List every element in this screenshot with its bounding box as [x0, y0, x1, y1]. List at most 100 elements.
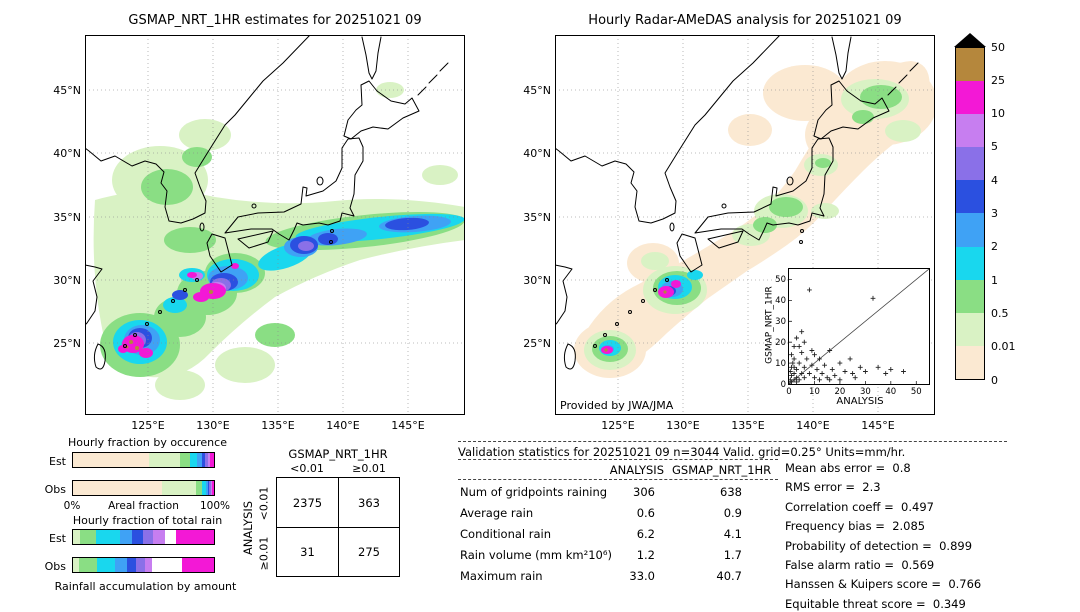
- inset-scatter: GSMAP_NRT_1HR ANALYSIS 0 10 20 30 40 50 0 10 20 3…: [765, 268, 930, 407]
- colorbar-tick-0: 50: [991, 40, 1005, 54]
- score-line-3: Frequency bias = 2.085: [785, 519, 926, 534]
- totalrain-bar-obs: [72, 557, 215, 573]
- occurrence-bar-est-seg-3: [190, 453, 198, 467]
- right-map-lat-tick-2: 35°N: [523, 211, 551, 224]
- contingency-col-label-0: <0.01: [290, 462, 324, 475]
- totalrain-bar-est-seg-8: [175, 530, 214, 544]
- totalrain-bar-obs-seg-8: [181, 558, 214, 572]
- colorbar-tick-1: 25: [991, 73, 1005, 87]
- stats-row-analysis-value: 33.0: [629, 569, 655, 583]
- precip-heavy-specks: [604, 290, 667, 352]
- cont-cell-01: 363: [338, 478, 399, 527]
- stats-row-gsmap-value: 638: [720, 485, 742, 499]
- totalrain-bar-obs-seg-2: [96, 558, 116, 572]
- areal-axis-label: Areal fraction: [108, 500, 179, 512]
- stats-row-1: Average rain 0.6 0.9: [458, 506, 778, 527]
- stats-title: Validation statistics for 20251021 09 n=…: [458, 445, 906, 459]
- occurrence-bar-obs-seg-8: [211, 481, 214, 495]
- inset-ytick-20: 20: [775, 337, 786, 348]
- occurrence-title: Hourly fraction by occurence: [68, 436, 227, 449]
- totalrain-caption: Rainfall accumulation by amount: [54, 580, 237, 593]
- colorbar-tick-5: 3: [991, 207, 998, 220]
- score-line-5: False alarm ratio = 0.569: [785, 557, 935, 572]
- colorbar-tick-8: 0.5: [991, 306, 1009, 320]
- totalrain-bar-obs-seg-5: [136, 558, 145, 572]
- stats-header-analysis: ANALYSIS: [609, 463, 664, 477]
- inset-x-axis-title: ANALYSIS: [836, 396, 884, 407]
- colorbar-band-2: [956, 114, 984, 148]
- totalrain-bar-obs-seg-1: [78, 558, 97, 572]
- occurrence-bar-est-seg-5: [201, 453, 206, 467]
- occurrence-bar-est-seg-4: [197, 453, 202, 467]
- left-map-lon-tick-4: 145°E: [391, 419, 425, 432]
- right-map-lon-tick-3: 140°E: [796, 419, 830, 432]
- left-map-lat-tick-1: 40°N: [53, 147, 81, 160]
- totalrain-bar-obs-seg-0: [73, 558, 79, 572]
- totalrain-bar-obs-seg-7: [151, 558, 182, 572]
- occurrence-bar-est-seg-8: [210, 453, 214, 467]
- occurrence-bar-obs-seg-7: [210, 481, 212, 495]
- stats-row-gsmap-value: 4.1: [723, 527, 742, 541]
- score-line-4: Probability of detection = 0.899: [785, 538, 973, 553]
- stats-row-label: Average rain: [460, 506, 534, 520]
- score-line-1: RMS error = 2.3: [785, 480, 881, 495]
- colorbar-band-0: [956, 48, 984, 82]
- colorbar-band-6: [956, 246, 984, 280]
- right-map-lon-tick-2: 135°E: [731, 419, 765, 432]
- colorbar-tick-9: 0.01: [991, 340, 1016, 354]
- stats-row-2: Conditional rain 6.2 4.1: [458, 527, 778, 548]
- stats-row-0: Num of gridpoints raining 306 638: [458, 485, 778, 506]
- score-line-7: Equitable threat score = 0.349: [785, 596, 966, 611]
- occurrence-bar-obs-seg-5: [207, 481, 210, 495]
- right-map-title: Hourly Radar-AMeDAS analysis for 2025102…: [588, 13, 902, 28]
- stats-row-gsmap-value: 1.7: [723, 548, 742, 562]
- totalrain-bar-est: [72, 529, 215, 545]
- occurrence-bar-est: [72, 452, 215, 468]
- totalrain-bar-est-seg-6: [153, 530, 165, 544]
- left-map-lon-tick-0: 125°E: [131, 419, 165, 432]
- occurrence-est-label: Est: [49, 455, 66, 468]
- colorbar-overflow-triangle: [954, 33, 986, 47]
- totalrain-bar-est-seg-1: [80, 530, 96, 544]
- totalrain-obs-label: Obs: [44, 560, 66, 573]
- inset-xtick-50: 50: [910, 387, 922, 397]
- cont-cell-10: 31: [277, 527, 338, 576]
- colorbar-tick-6: 2: [991, 240, 998, 254]
- inset-plot: [789, 269, 929, 384]
- occurrence-bar-obs-seg-2: [195, 481, 202, 495]
- totalrain-bar-obs-seg-4: [126, 558, 137, 572]
- stats-scores: Mean abs error = 0.8 RMS error = 2.3 Corre…: [785, 461, 1025, 612]
- stats-row-analysis-value: 0.6: [636, 506, 655, 520]
- occurrence-bar-obs-seg-4: [205, 481, 208, 495]
- right-map-lat-tick-4: 25°N: [523, 337, 551, 350]
- inset-xtick-40: 40: [885, 387, 897, 397]
- areal-axis-max: 100%: [199, 500, 231, 512]
- right-map-lat-tick-3: 30°N: [523, 274, 551, 287]
- totalrain-bar-est-seg-7: [164, 530, 176, 544]
- stats-row-analysis-value: 6.2: [636, 527, 655, 541]
- stats-header-gsmap: GSMAP_NRT_1HR: [672, 463, 772, 477]
- inset-ticks: [789, 279, 917, 384]
- contingency-table: 2375 363 31 275: [276, 477, 400, 577]
- score-line-6: Hanssen & Kuipers score = 0.766: [785, 577, 982, 592]
- totalrain-bar-obs-seg-3: [115, 558, 127, 572]
- stats-row-analysis-value: 306: [633, 485, 655, 499]
- contingency-row-label-0: <0.01: [257, 486, 271, 521]
- occurrence-bar-est-seg-7: [208, 453, 211, 467]
- occurrence-bar-est-seg-2: [180, 453, 190, 467]
- stats-divider-mid: [458, 459, 778, 460]
- left-map-title: GSMAP_NRT_1HR estimates for 20251021 09: [128, 13, 422, 28]
- precip-field-right: [574, 61, 935, 378]
- occurrence-bar-est-seg-6: [205, 453, 209, 467]
- colorbar-band-8: [956, 312, 984, 346]
- colorbar-band-7: [956, 279, 984, 313]
- score-line-2: Correlation coeff = 0.497: [785, 499, 934, 514]
- inset-ytick-50: 50: [775, 274, 786, 285]
- stats-row-gsmap-value: 0.9: [723, 506, 742, 520]
- left-map-lat-tick-3: 30°N: [53, 274, 81, 287]
- stats-row-analysis-value: 1.2: [636, 548, 655, 562]
- right-map-border: [555, 35, 935, 415]
- totalrain-bar-est-seg-2: [95, 530, 120, 544]
- colorbar-band-4: [956, 180, 984, 214]
